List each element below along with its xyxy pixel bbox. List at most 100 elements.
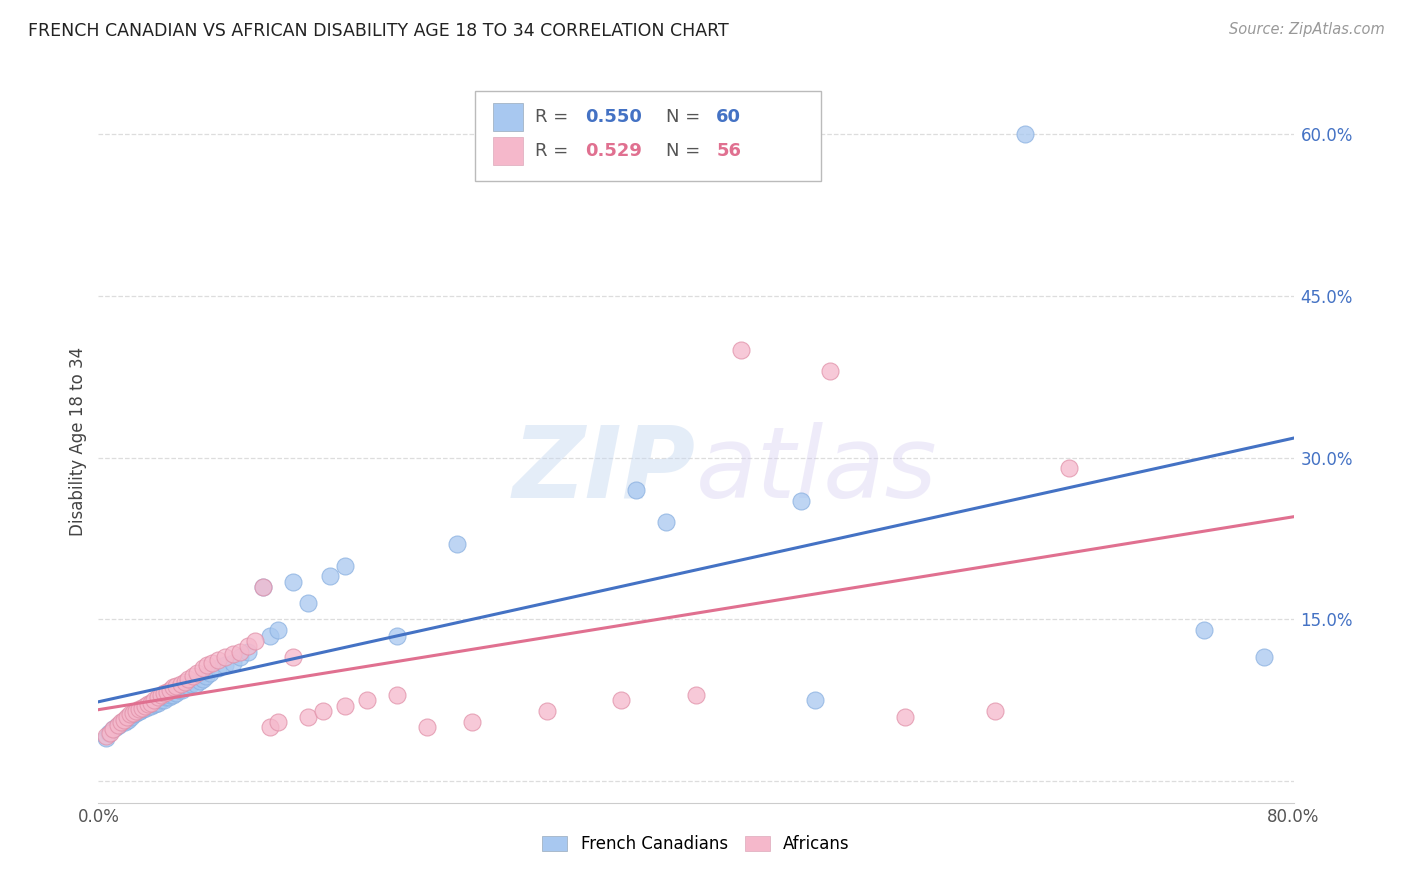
Point (153, 686, 176, 700)
Point (128, 704, 150, 718)
Point (103, 723, 125, 737)
Point (207, 653, 229, 667)
Point (536, 704, 558, 718)
Point (229, 645, 252, 659)
Point (117, 713, 139, 727)
Point (804, 693, 827, 707)
Point (165, 679, 187, 693)
Text: R =: R = (534, 108, 574, 126)
Point (129, 704, 152, 718)
Point (112, 713, 135, 727)
Point (297, 596, 319, 610)
Point (157, 690, 180, 705)
Point (281, 574, 304, 589)
Point (319, 569, 342, 583)
Point (132, 701, 155, 715)
Point (148, 690, 170, 705)
Point (181, 668, 204, 682)
Point (139, 696, 162, 710)
Point (142, 693, 165, 707)
Point (142, 697, 165, 711)
Point (297, 709, 319, 723)
Point (162, 681, 184, 695)
Point (267, 714, 290, 729)
Point (259, 720, 281, 734)
Point (131, 701, 153, 715)
Legend: French Canadians, Africans: French Canadians, Africans (536, 828, 856, 860)
Point (610, 693, 633, 707)
Point (984, 704, 1007, 718)
Point (252, 580, 274, 594)
Point (207, 661, 229, 675)
Point (135, 701, 157, 715)
Point (110, 714, 132, 729)
Point (1192, 624, 1215, 638)
Point (94, 731, 117, 745)
Point (150, 688, 173, 702)
Point (385, 688, 409, 702)
Point (655, 516, 678, 530)
Point (111, 714, 134, 729)
Point (259, 629, 281, 643)
Text: 60: 60 (716, 108, 741, 126)
Point (108, 718, 131, 732)
Point (356, 693, 378, 707)
Point (169, 677, 191, 691)
Point (138, 698, 160, 713)
Point (159, 688, 181, 702)
Point (229, 650, 252, 665)
Point (461, 714, 484, 729)
Point (153, 693, 176, 707)
Point (114, 714, 136, 729)
Point (94, 729, 117, 743)
Point (252, 580, 274, 594)
Point (197, 657, 219, 672)
Point (191, 672, 214, 686)
FancyBboxPatch shape (494, 103, 523, 131)
FancyBboxPatch shape (475, 91, 821, 181)
Point (105, 720, 128, 734)
Point (115, 709, 138, 723)
Text: atlas: atlas (696, 422, 938, 519)
Point (155, 690, 177, 705)
Text: N =: N = (666, 108, 706, 126)
Point (118, 707, 141, 722)
Text: Source: ZipAtlas.com: Source: ZipAtlas.com (1229, 22, 1385, 37)
Point (97, 725, 120, 739)
Point (188, 673, 211, 688)
Point (159, 682, 181, 697)
Point (685, 688, 707, 702)
Point (172, 682, 194, 697)
Text: 0.550: 0.550 (585, 108, 641, 126)
Text: R =: R = (534, 142, 574, 160)
Point (1014, 127, 1036, 141)
Point (124, 707, 146, 722)
Point (150, 693, 173, 707)
Point (333, 558, 356, 573)
Point (165, 686, 187, 700)
Point (132, 702, 155, 716)
Point (107, 718, 129, 732)
Text: N =: N = (666, 142, 706, 160)
Point (191, 661, 214, 675)
Point (174, 681, 197, 695)
Point (148, 696, 170, 710)
Point (626, 483, 648, 497)
Point (267, 624, 290, 638)
Point (311, 704, 333, 718)
Point (236, 645, 259, 659)
Point (416, 720, 439, 734)
Point (446, 537, 468, 551)
Point (167, 682, 190, 697)
Point (120, 709, 142, 723)
Text: FRENCH CANADIAN VS AFRICAN DISABILITY AGE 18 TO 34 CORRELATION CHART: FRENCH CANADIAN VS AFRICAN DISABILITY AG… (28, 22, 728, 40)
Point (128, 702, 150, 716)
Text: 0.529: 0.529 (585, 142, 641, 160)
Point (281, 650, 304, 665)
Point (125, 706, 148, 721)
Point (1059, 461, 1081, 475)
Point (162, 688, 184, 702)
Point (143, 697, 166, 711)
Point (136, 697, 159, 711)
Text: 56: 56 (716, 142, 741, 160)
